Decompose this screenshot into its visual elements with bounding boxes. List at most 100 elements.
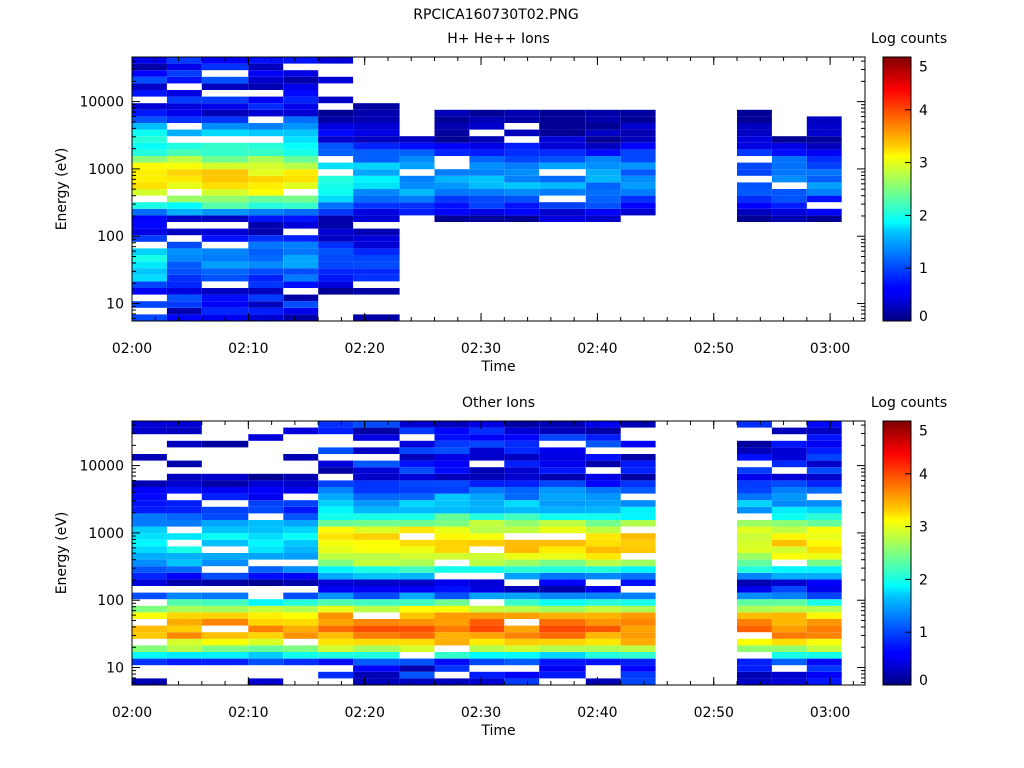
heatmap-cell [620, 592, 656, 600]
heatmap-cell [283, 83, 319, 90]
heatmap-cell [132, 605, 167, 613]
heatmap-cell [771, 487, 807, 494]
heatmap-cell [201, 440, 249, 448]
colorbar-tick-label: 1 [919, 261, 928, 277]
heatmap-cell [806, 539, 842, 547]
heatmap-cell [771, 195, 807, 203]
heatmap-cell [399, 460, 435, 468]
heatmap-cell [248, 241, 284, 249]
heatmap-cell [166, 169, 202, 176]
heatmap-cell [248, 123, 284, 130]
heatmap-cell [737, 638, 772, 646]
heatmap-cell [771, 189, 807, 196]
heatmap-cell [504, 605, 540, 613]
heatmap-cell [353, 427, 400, 435]
heatmap-cell [318, 619, 354, 626]
heatmap-cell [166, 599, 202, 606]
heatmap-cell [132, 281, 167, 288]
heatmap-cell [434, 480, 470, 487]
heatmap-cell [318, 215, 354, 222]
panel-other-ions: Other Ions 02:00 02:10 02:20 02:30 02:40 02:50… [54, 395, 947, 739]
heatmap-cell [806, 632, 842, 639]
heatmap-cell [620, 473, 656, 481]
heatmap-cell [166, 658, 202, 666]
heatmap-cell [806, 599, 842, 606]
heatmap-cell [434, 586, 470, 593]
heatmap-cell [771, 566, 807, 573]
heatmap-cell [771, 546, 807, 553]
heatmap-cell [620, 539, 656, 547]
heatmap-cell [283, 202, 319, 209]
heatmap-cell [318, 612, 354, 619]
heatmap-cell [248, 281, 284, 288]
heatmap-cell [132, 189, 167, 196]
heatmap-cell [166, 63, 202, 71]
heatmap-cell [248, 473, 284, 481]
heatmap-cell [201, 638, 249, 646]
x-tick-label: 02:10 [228, 341, 268, 357]
colorbar [882, 56, 912, 322]
heatmap-cell [318, 136, 354, 143]
heatmap-cell [806, 658, 842, 666]
heatmap-cell [620, 533, 656, 540]
heatmap-cell [399, 447, 435, 454]
heatmap-cell [283, 520, 319, 527]
heatmap-cell [504, 116, 540, 123]
heatmap-cell [539, 123, 586, 130]
heatmap-cell [248, 553, 284, 560]
heatmap-cell [248, 314, 284, 321]
heatmap-cell [434, 546, 470, 553]
heatmap-cell [166, 605, 202, 613]
heatmap-cell [353, 421, 400, 428]
heatmap-cell [771, 671, 807, 679]
heatmap-cell [318, 274, 354, 282]
heatmap-cell [585, 480, 621, 487]
heatmap-cell [620, 109, 656, 117]
heatmap-cell [585, 553, 621, 560]
heatmap-cell [318, 189, 354, 196]
heatmap-cell [539, 619, 586, 626]
heatmap-cell [806, 169, 842, 176]
heatmap-cell [469, 215, 505, 222]
heatmap-cell [504, 599, 540, 606]
heatmap-cell [806, 625, 842, 633]
heatmap-cell [434, 427, 470, 435]
heatmap-cell [771, 149, 807, 156]
heatmap-cell [737, 189, 772, 196]
heatmap-cell [353, 619, 400, 626]
heatmap-cell [283, 129, 319, 137]
heatmap-cell [771, 652, 807, 659]
heatmap-cell [469, 619, 505, 626]
heatmap-cell [248, 169, 284, 176]
heatmap-cell [132, 222, 167, 229]
heatmap-cell [737, 566, 772, 573]
heatmap-cell [399, 592, 435, 600]
heatmap-cell [620, 658, 656, 666]
heatmap-cell [737, 467, 772, 474]
heatmap-cell [504, 553, 540, 560]
heatmap-cell [469, 421, 505, 428]
heatmap-cell [504, 175, 540, 183]
heatmap-cell [620, 579, 656, 586]
heatmap-cell [353, 182, 400, 189]
y-tick-label: 10 [106, 661, 124, 677]
heatmap-cell [166, 546, 202, 553]
heatmap-cell [434, 506, 470, 514]
heatmap-cell [248, 619, 284, 626]
heatmap-cell [283, 487, 319, 494]
heatmap-cell [283, 645, 319, 652]
heatmap-cell [283, 553, 319, 560]
heatmap-cell [771, 440, 807, 448]
heatmap-cell [504, 202, 540, 209]
heatmap-cell [620, 116, 656, 123]
heatmap-cell [399, 493, 435, 501]
heatmap-cell [806, 526, 842, 534]
heatmap-cell [771, 454, 807, 461]
heatmap-cell [201, 506, 249, 514]
heatmap-cell [201, 520, 249, 527]
heatmap-cell [318, 572, 354, 580]
heatmap-cell [469, 123, 505, 130]
heatmap-cell [806, 454, 842, 461]
heatmap-cell [318, 625, 354, 633]
heatmap-cell [201, 307, 249, 315]
